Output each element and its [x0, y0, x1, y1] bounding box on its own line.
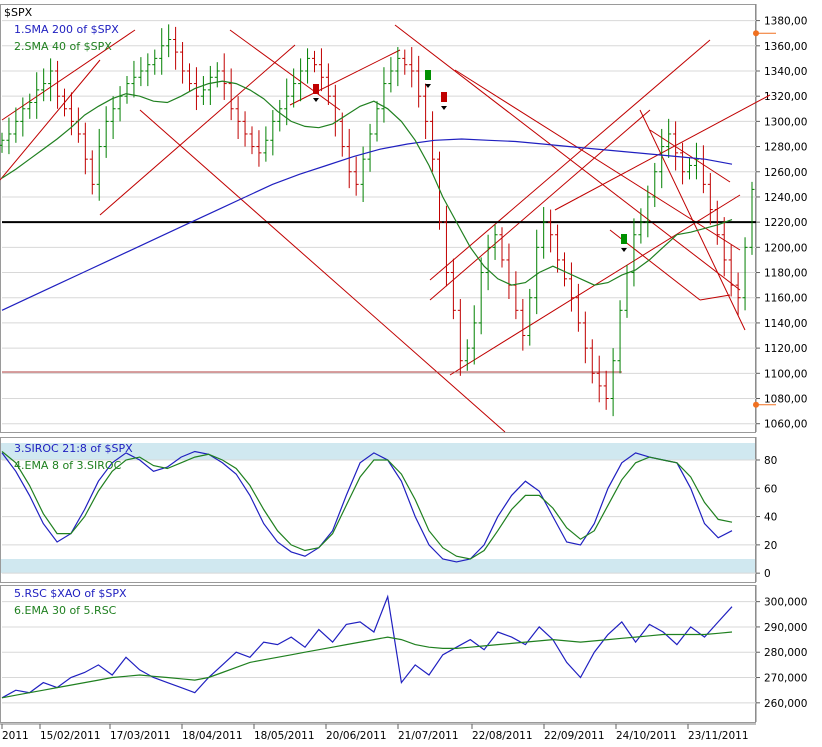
price-tick-label: 1100,00 — [764, 368, 807, 380]
siroc-tick-label: 40 — [764, 512, 777, 524]
rsc-panel[interactable]: 300,000 290,000 280,000 270,000 260,000 — [0, 585, 808, 723]
rsc-tick-label: 270,000 — [764, 673, 807, 685]
buy-arrow-icon — [425, 70, 431, 88]
rsc-tick-label: 260,000 — [764, 698, 807, 710]
rsc-line — [1, 594, 733, 699]
flag-diamond — [621, 248, 627, 252]
price-tick-label: 1380,00 — [764, 16, 807, 28]
price-tick-label: 1180,00 — [764, 268, 807, 280]
trendline — [394, 24, 741, 291]
x-tick-label: 17/03/2011 — [110, 730, 171, 742]
legend-rsc: 5.RSC $XAO of $SPX — [14, 587, 127, 600]
legend-ema30: 6.EMA 30 of 5.RSC — [14, 604, 117, 617]
high-marker-icon — [753, 30, 759, 37]
chart-title: $SPX — [4, 6, 33, 19]
price-tick-label: 1220,00 — [764, 217, 807, 229]
ema30-line — [1, 631, 733, 699]
x-tick-label: 21/07/2011 — [398, 730, 459, 742]
flag-diamond — [313, 98, 319, 102]
sell-arrow-icon — [441, 92, 447, 110]
siroc-line — [1, 450, 733, 563]
x-tick-label: 20/06/2011 — [326, 730, 387, 742]
x-tick-label: 15/02/2011 — [40, 730, 101, 742]
x-tick-label: 24/10/2011 — [616, 730, 677, 742]
flag-body — [441, 92, 447, 102]
legend-sma40: 2.SMA 40 of $SPX — [14, 40, 112, 53]
siroc-panel[interactable]: 80 60 40 20 0 — [0, 437, 777, 583]
date-axis: 2011 15/02/2011 17/03/2011 18/04/2011 18/05/… — [0, 723, 756, 742]
trendline — [699, 294, 731, 301]
flag-body — [425, 70, 431, 80]
price-tick-label: 1140,00 — [764, 318, 807, 330]
legend-sma200: 1.SMA 200 of $SPX — [14, 23, 119, 36]
legend-ema8: 4.EMA 8 of 3.SIROC — [14, 459, 122, 472]
oversold-band — [0, 559, 756, 574]
trendline — [649, 129, 731, 183]
trendline — [429, 109, 651, 301]
price-tick-label: 1320,00 — [764, 91, 807, 103]
x-tick-label: 22/09/2011 — [544, 730, 605, 742]
legend-siroc: 3.SIROC 21:8 of $SPX — [14, 442, 133, 455]
flag-diamond — [441, 106, 447, 110]
x-tick-label: 22/08/2011 — [472, 730, 533, 742]
low-marker-icon — [753, 401, 759, 408]
flag-diamond — [425, 84, 431, 88]
price-tick-label: 1280,00 — [764, 142, 807, 154]
rsc-tick-label: 300,000 — [764, 597, 807, 609]
siroc-tick-label: 20 — [764, 540, 777, 552]
siroc-tick-label: 60 — [764, 483, 777, 495]
sell-arrow-icon — [313, 84, 319, 102]
trendline — [1, 29, 136, 121]
trendline — [99, 44, 296, 216]
trendline — [0, 59, 101, 181]
sma200-line — [1, 138, 733, 311]
flag-body — [313, 84, 319, 94]
trendline — [639, 109, 746, 331]
price-tick-label: 1340,00 — [764, 66, 807, 78]
price-tick-label: 1200,00 — [764, 242, 807, 254]
price-tick-label: 1300,00 — [764, 116, 807, 128]
flag-body — [621, 234, 627, 244]
price-tick-label: 1060,00 — [764, 419, 807, 431]
price-tick-label: 1160,00 — [764, 293, 807, 305]
overbought-band — [0, 443, 756, 460]
trendline — [429, 39, 711, 281]
price-tick-label: 1080,00 — [764, 394, 807, 406]
sma40-line — [1, 80, 733, 286]
trendline — [229, 29, 341, 111]
price-panel[interactable]: 1380,00 1360,00 1340,00 1320,00 1300,00 1280,… — [0, 4, 807, 433]
trendline — [289, 49, 401, 106]
price-tick-label: 1260,00 — [764, 167, 807, 179]
x-tick-label: 18/05/2011 — [254, 730, 315, 742]
rsc-tick-label: 290,000 — [764, 622, 807, 634]
x-tick-label: 2011 — [2, 730, 29, 742]
siroc-tick-label: 80 — [764, 455, 777, 467]
siroc-tick-label: 0 — [764, 568, 771, 580]
price-tick-label: 1120,00 — [764, 343, 807, 355]
x-tick-label: 23/11/2011 — [688, 730, 749, 742]
ema8-line — [1, 451, 733, 560]
price-tick-label: 1360,00 — [764, 41, 807, 53]
trendline — [139, 109, 506, 433]
buy-arrow-icon — [621, 234, 627, 252]
rsc-tick-label: 280,000 — [764, 647, 807, 659]
x-tick-label: 18/04/2011 — [182, 730, 243, 742]
price-tick-label: 1240,00 — [764, 192, 807, 204]
trendline — [554, 94, 771, 211]
